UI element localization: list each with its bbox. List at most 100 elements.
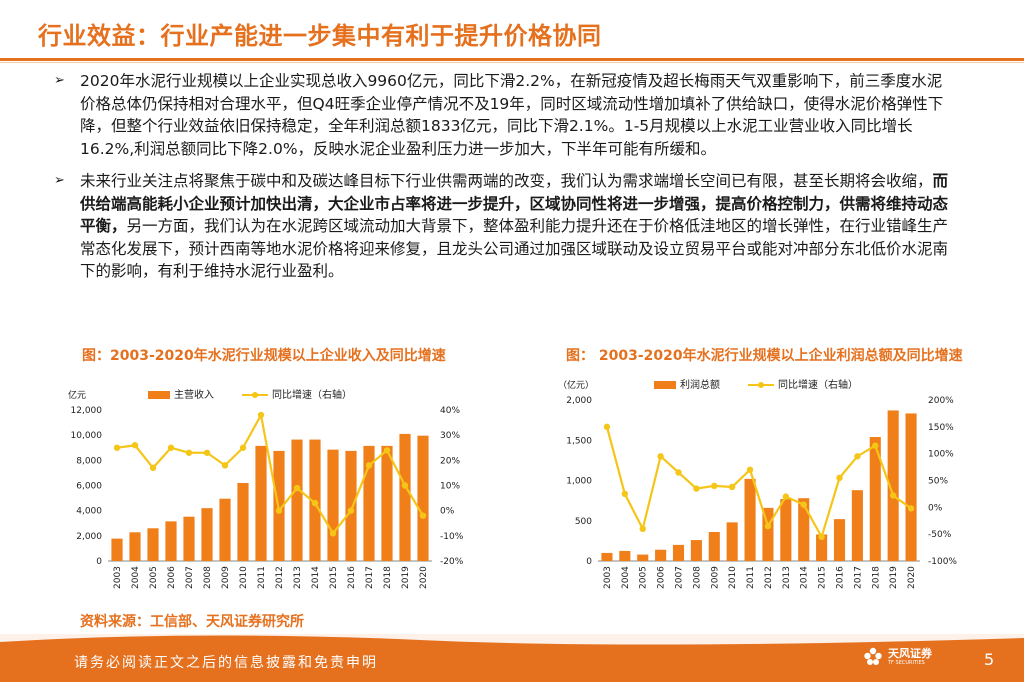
growth-line xyxy=(116,411,424,536)
legend-bar-swatch xyxy=(654,381,676,389)
x-tick-label: 2005 xyxy=(639,566,649,589)
bar xyxy=(111,538,123,561)
page-number: 5 xyxy=(984,650,995,669)
left-tick-label: 1,500 xyxy=(566,436,592,446)
x-tick-label: 2012 xyxy=(764,566,774,589)
line-point xyxy=(872,442,879,449)
right-tick-label: 150% xyxy=(928,423,954,433)
x-tick-label: 2018 xyxy=(383,566,393,589)
x-tick-label: 2013 xyxy=(782,566,792,589)
line-point xyxy=(693,485,700,492)
bar xyxy=(780,499,792,561)
title-rule-thin xyxy=(0,62,1024,63)
line-point xyxy=(854,453,861,460)
bar xyxy=(147,528,159,561)
line-point xyxy=(800,501,807,508)
x-tick-label: 2011 xyxy=(746,566,756,589)
bar xyxy=(417,435,429,561)
right-tick-label: -100% xyxy=(928,557,957,567)
x-tick-label: 2020 xyxy=(907,566,917,589)
x-tick-label: 2017 xyxy=(365,566,375,589)
left-tick-label: 2,000 xyxy=(76,532,102,542)
legend-bar-swatch xyxy=(148,391,170,399)
chart-revenue: 亿元 0 2,000 4,000 6,000 8,000 10,000 12,000 -20% -… xyxy=(60,370,480,602)
x-tick-label: 2018 xyxy=(871,566,881,589)
line-point xyxy=(603,423,611,431)
x-tick-label: 2003 xyxy=(603,566,613,589)
left-tick-label: 500 xyxy=(575,517,592,527)
bullet-text-2a: 未来行业关注点将聚焦于碳中和及碳达峰目标下行业供需两端的改变，我们认为需求端增长… xyxy=(80,172,933,190)
left-tick-label: 2,000 xyxy=(566,396,592,406)
bullet-text-2b: 另一方面，我们认为在水泥跨区域流动加大背景下，整体盈利能力提升还在于价格低洼地区… xyxy=(80,217,949,280)
bar xyxy=(708,532,720,561)
line-point xyxy=(365,462,373,469)
x-tick-label: 2016 xyxy=(836,566,846,589)
left-tick-label: 8,000 xyxy=(76,456,102,466)
bar xyxy=(690,540,702,561)
x-tick-label: 2008 xyxy=(692,566,702,589)
line-point xyxy=(383,447,391,454)
line-point xyxy=(889,492,897,499)
bullet-item-2: ➢ 未来行业关注点将聚焦于碳中和及碳达峰目标下行业供需两端的改变，我们认为需求端… xyxy=(52,170,952,283)
x-tick-label: 2020 xyxy=(419,566,429,589)
bar xyxy=(291,439,303,561)
line-point xyxy=(836,474,843,482)
footer-wave xyxy=(0,634,1024,645)
left-axis-unit: 亿元 xyxy=(68,389,86,401)
bullet-text-2-bold: 而供给端高能耗小企业预计加快出清，大企业市占率将进一步提升，区域协同性将进一步增… xyxy=(80,172,949,235)
bar xyxy=(345,450,357,561)
x-tick-label: 2004 xyxy=(131,566,141,589)
line-point xyxy=(746,466,754,473)
x-tick-label: 2014 xyxy=(311,566,321,589)
x-tick-label: 2010 xyxy=(239,566,249,589)
legend-line-label: 同比增速（右轴） xyxy=(778,378,858,391)
right-tick-label: 10% xyxy=(440,482,460,492)
source-note: 资料来源：工信部、天风证券研究所 xyxy=(80,614,304,630)
x-tick-label: 2007 xyxy=(185,566,195,589)
line-point xyxy=(311,499,319,507)
left-tick-label: 12,000 xyxy=(71,406,103,416)
x-tick-label: 2005 xyxy=(149,566,159,589)
left-tick-label: 10,000 xyxy=(71,431,103,441)
legend-line-label: 同比增速（右轴） xyxy=(272,388,352,401)
line-point xyxy=(711,482,718,490)
line-point xyxy=(257,411,265,419)
right-tick-label: 30% xyxy=(440,431,460,441)
legend-line-marker xyxy=(252,392,258,398)
bar xyxy=(237,482,249,561)
bar xyxy=(327,449,339,561)
bar xyxy=(219,498,231,561)
x-tick-label: 2012 xyxy=(275,566,285,589)
line-point xyxy=(167,444,175,451)
right-tick-label: -50% xyxy=(928,530,952,540)
arrow-bullet-icon: ➢ xyxy=(54,73,65,88)
bar xyxy=(183,516,195,561)
chart-revenue-svg: 亿元 0 2,000 4,000 6,000 8,000 10,000 12,000 -20% -… xyxy=(68,388,464,589)
line-point xyxy=(621,490,629,498)
bar xyxy=(851,490,863,561)
bar xyxy=(762,507,774,561)
x-tick-label: 2019 xyxy=(401,566,411,589)
line-point xyxy=(275,507,283,514)
logo-subtitle: TF SECURITIES xyxy=(888,660,925,666)
chart-profit-svg: （亿元） 0 500 1,000 1,500 2,000 -100% -50% 0% 50% 100… xyxy=(558,378,957,589)
flower-logo-icon xyxy=(864,647,882,665)
line-point xyxy=(675,469,682,476)
x-tick-label: 2007 xyxy=(675,566,685,589)
bar xyxy=(869,437,881,561)
x-tick-label: 2014 xyxy=(800,566,810,589)
bar xyxy=(672,544,685,561)
logo-name: 天风证券 xyxy=(888,647,932,660)
chart-2-title: 图： 2003-2020年水泥行业规模以上企业利润总额及同比增速 xyxy=(566,348,963,364)
title-rule xyxy=(0,58,1024,61)
line-point xyxy=(113,444,121,451)
x-tick-label: 2006 xyxy=(657,566,667,589)
line-point xyxy=(185,449,193,456)
left-axis-unit: （亿元） xyxy=(558,379,594,391)
right-tick-label: 0% xyxy=(928,503,943,513)
line-point xyxy=(657,453,664,460)
x-tick-label: 2011 xyxy=(257,566,267,589)
x-tick-label: 2009 xyxy=(221,566,231,589)
right-tick-label: 0% xyxy=(440,507,455,517)
left-tick-label: 4,000 xyxy=(76,507,102,517)
